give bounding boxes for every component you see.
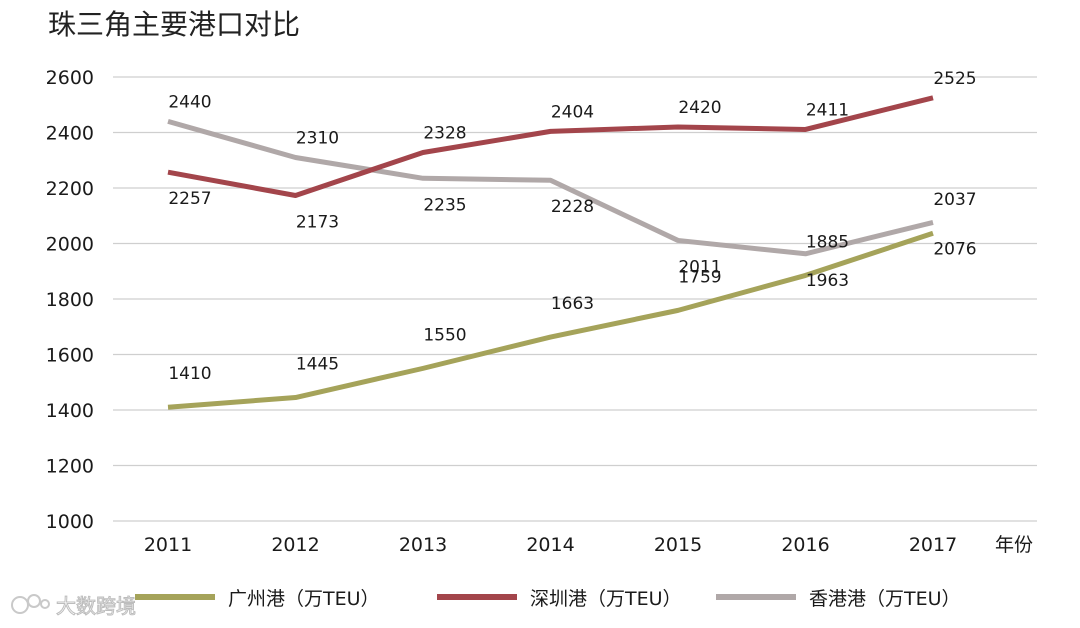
data-label: 2257 [168, 189, 211, 209]
x-tick-label: 2017 [909, 534, 957, 556]
y-tick-label: 1000 [46, 511, 94, 533]
x-tick-label: 2013 [399, 534, 447, 556]
data-label: 2525 [933, 69, 976, 89]
data-label: 2310 [296, 128, 339, 148]
y-tick-label: 1600 [46, 345, 94, 367]
y-tick-label: 2400 [46, 123, 94, 145]
x-tick-label: 2015 [654, 534, 702, 556]
data-label: 2420 [678, 98, 721, 118]
y-axis-tick-labels: 1000 1200 1400 1600 1800 2000 2200 2400 2600 [46, 67, 94, 533]
y-tick-label: 1200 [46, 456, 94, 478]
watermark-text: 大数跨境 [56, 594, 136, 618]
legend-label: 香港港（万TEU） [809, 588, 961, 610]
data-label: 2411 [806, 100, 849, 120]
data-label: 1410 [168, 364, 211, 384]
x-tick-label: 2014 [526, 534, 574, 556]
series-line [167, 95, 934, 198]
data-label: 2076 [933, 239, 976, 259]
legend: 广州港（万TEU） 深圳港（万TEU） 香港港（万TEU） [135, 588, 961, 610]
data-labels: 1410 2257 2440 1445 2173 2310 1550 2328 2235 1663… [168, 69, 976, 384]
data-label: 2011 [678, 257, 721, 277]
series-line [167, 118, 934, 257]
chart-title: 珠三角主要港口对比 [48, 8, 300, 41]
data-label: 2037 [933, 190, 976, 210]
data-label: 1759 [678, 267, 721, 287]
x-tick-label: 2016 [781, 534, 829, 556]
watermark-logo-icon [11, 594, 50, 614]
watermark: 大数跨境 [11, 594, 137, 619]
x-tick-label: 2011 [144, 534, 192, 556]
x-axis-label: 年份 [995, 534, 1033, 556]
data-label: 2404 [551, 102, 594, 122]
y-tick-label: 2200 [46, 178, 94, 200]
data-label: 2235 [423, 195, 466, 215]
y-tick-label: 1800 [46, 289, 94, 311]
data-label: 1550 [423, 325, 466, 345]
y-tick-label: 2000 [46, 234, 94, 256]
legend-label: 深圳港（万TEU） [530, 588, 682, 610]
x-tick-label: 2012 [271, 534, 319, 556]
data-label: 2440 [168, 92, 211, 112]
legend-label: 广州港（万TEU） [228, 588, 380, 610]
data-label: 2173 [296, 212, 339, 232]
data-label: 1963 [806, 271, 849, 291]
data-label: 1885 [806, 232, 849, 252]
data-label: 1663 [551, 294, 594, 314]
x-axis-tick-labels: 2011 2012 2013 2014 2015 2016 2017 [144, 534, 957, 556]
data-label: 2228 [551, 197, 594, 217]
data-label: 1445 [296, 355, 339, 375]
series-line [167, 230, 934, 410]
data-label: 2328 [423, 123, 466, 143]
y-tick-label: 1400 [46, 400, 94, 422]
y-tick-label: 2600 [46, 67, 94, 89]
series-lines [167, 95, 934, 410]
